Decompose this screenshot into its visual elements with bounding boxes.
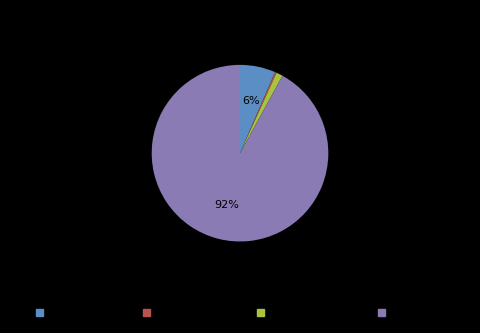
Wedge shape bbox=[240, 73, 283, 153]
Wedge shape bbox=[240, 65, 275, 153]
Wedge shape bbox=[240, 72, 276, 153]
Wedge shape bbox=[152, 65, 328, 241]
Legend: Wages & Salaries, Employee Benefits, Operating Expenses, Safety Net: Wages & Salaries, Employee Benefits, Ope… bbox=[32, 304, 448, 321]
Text: 92%: 92% bbox=[215, 199, 239, 209]
Text: 6%: 6% bbox=[242, 96, 260, 106]
